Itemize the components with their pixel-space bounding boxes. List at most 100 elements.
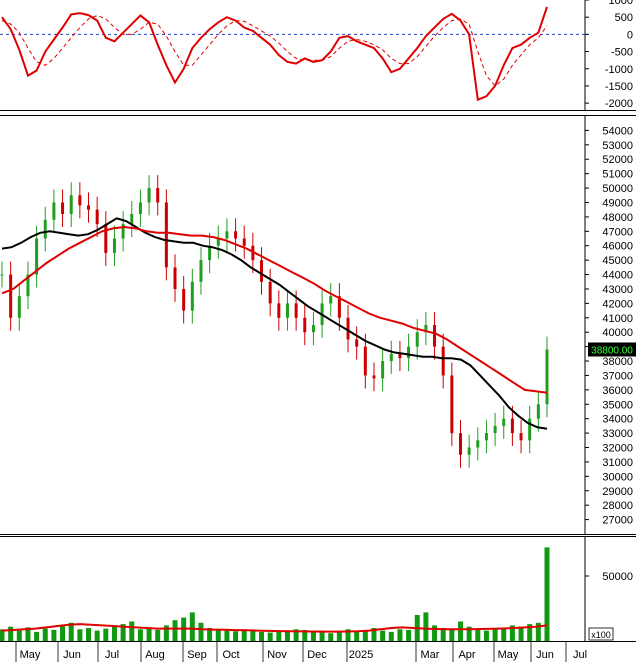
candle-body <box>329 296 333 304</box>
candle-body <box>346 317 350 340</box>
month-label: Jun <box>63 649 81 661</box>
volume-bar <box>259 631 265 641</box>
volume-bar <box>215 629 221 641</box>
candle-body <box>372 375 376 379</box>
volume-bar <box>276 630 282 641</box>
volume-bar <box>34 631 40 641</box>
oscillator-line <box>1 6 548 102</box>
volume-bar <box>362 631 368 641</box>
price-tick-label: 41000 <box>602 313 633 325</box>
candle-body <box>104 224 108 253</box>
axes: 1000 500 0 -500 -1000 -1500 -2000 54000 53000 520… <box>15 0 636 662</box>
price-tick-label: 46000 <box>602 241 633 253</box>
candle-body <box>52 202 56 220</box>
volume-bar <box>328 633 334 641</box>
candle-body <box>389 353 393 362</box>
candle-body <box>112 238 116 253</box>
candle-body <box>242 238 246 246</box>
osc-tick-label: 0 <box>627 29 633 41</box>
candle-body <box>484 433 488 441</box>
month-label: May <box>20 649 41 661</box>
month-label: Sep <box>187 649 207 661</box>
candle-body <box>493 425 497 434</box>
volume-bar <box>51 629 57 641</box>
osc-tick-label: -1000 <box>605 64 633 76</box>
candle-body <box>355 339 359 347</box>
candle-body <box>303 317 307 333</box>
candle-body <box>199 260 203 282</box>
price-tick-label: 51000 <box>602 169 633 181</box>
price-tick-label: 38000 <box>602 356 633 368</box>
volume-bar <box>475 629 481 641</box>
volume-unit-box <box>588 627 614 641</box>
volume-bar <box>155 629 161 641</box>
oscillator-panel <box>0 6 585 102</box>
volume-moving-average <box>1 623 548 633</box>
month-label: May <box>498 649 519 661</box>
candle-body <box>61 202 65 215</box>
candle-body <box>415 332 419 347</box>
volume-bar <box>68 622 74 641</box>
volume-bar <box>146 628 152 641</box>
candle-body <box>398 353 402 359</box>
candle-body <box>268 281 272 304</box>
volume-bar <box>250 630 256 641</box>
volume-bar <box>293 629 299 641</box>
candle-body <box>536 404 540 419</box>
oscillator-signal-line <box>1 14 548 87</box>
volume-bar <box>0 629 5 641</box>
candle-body <box>130 214 134 225</box>
price-tick-label: 43000 <box>602 284 633 296</box>
candle-body <box>285 303 289 318</box>
volume-bar <box>241 629 247 641</box>
candle-body <box>234 231 238 239</box>
price-tick-label: 27000 <box>602 515 633 527</box>
price-tick-label: 42000 <box>602 298 633 310</box>
volume-bar <box>544 547 550 641</box>
volume-bar <box>501 628 507 641</box>
volume-bar <box>163 625 169 641</box>
volume-bar <box>380 630 386 641</box>
candle-body <box>43 219 47 239</box>
price-tick-label: 49000 <box>602 197 633 209</box>
candle-body <box>147 188 151 203</box>
price-tick-label: 53000 <box>602 140 633 152</box>
volume-bar <box>518 626 524 641</box>
candle-body <box>0 274 4 276</box>
price-tick-label: 50000 <box>602 183 633 195</box>
volume-bar <box>129 621 135 641</box>
volume-bar <box>25 627 31 641</box>
volume-bar <box>267 632 273 641</box>
volume-bar <box>527 624 533 641</box>
volume-bar <box>388 631 394 641</box>
volume-bar <box>8 626 14 641</box>
volume-bar <box>440 628 446 641</box>
price-tick-label: 52000 <box>602 154 633 166</box>
volume-bar <box>509 625 515 641</box>
volume-unit-label: x100 <box>591 630 611 640</box>
price-tick-label: 45000 <box>602 255 633 267</box>
volume-bar <box>233 631 239 641</box>
price-tick-label: 44000 <box>602 270 633 282</box>
candle-body <box>182 288 186 311</box>
volume-bar <box>310 631 316 641</box>
candle-body <box>476 440 480 448</box>
volume-bar <box>354 630 360 641</box>
candle-body <box>87 205 91 210</box>
volume-tick-label: 50000 <box>602 571 633 583</box>
price-tick-label: 48000 <box>602 212 633 224</box>
candle-body <box>467 447 471 455</box>
volume-bar <box>94 630 100 641</box>
price-tick-label: 34000 <box>602 414 633 426</box>
volume-bar <box>302 629 308 641</box>
price-tick-label: 29000 <box>602 486 633 498</box>
price-tick-label: 30000 <box>602 471 633 483</box>
candle-body <box>424 325 428 333</box>
volume-bar <box>483 630 489 641</box>
candle-body <box>381 361 385 379</box>
candle-body <box>164 202 168 268</box>
volume-bar <box>77 629 83 641</box>
candle-body <box>173 267 177 289</box>
candle-body <box>311 325 315 333</box>
